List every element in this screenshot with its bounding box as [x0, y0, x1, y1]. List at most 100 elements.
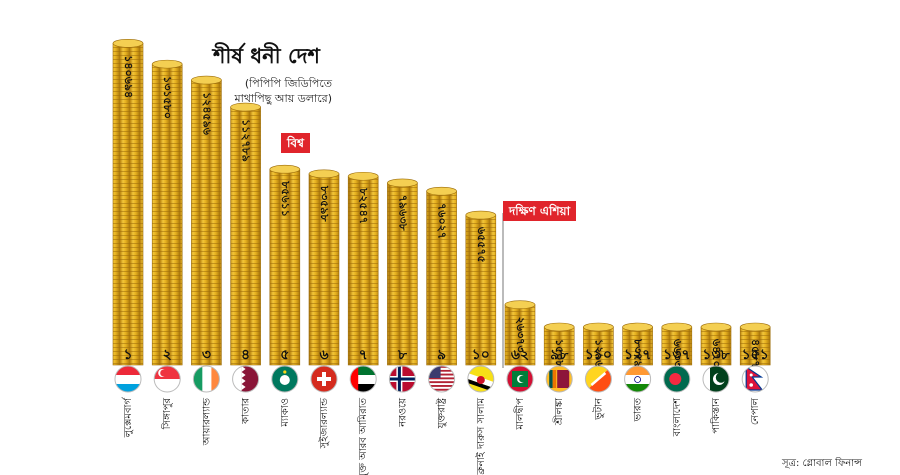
switzerland-flag-icon — [310, 365, 338, 393]
brunei-flag-icon — [467, 365, 495, 393]
coin-stack-body — [543, 326, 575, 366]
category-label: সংযুক্ত আরব আমিরাত — [357, 398, 369, 475]
coin-top — [426, 186, 457, 196]
coin-stack-body — [269, 168, 301, 366]
category-label: ব্রুনাই দারুস সালাম — [475, 398, 487, 475]
coin-stack-body — [739, 326, 771, 366]
ireland-flag-icon — [192, 365, 220, 393]
coin-stack-body — [387, 182, 418, 366]
rank-label: ১ — [123, 347, 132, 363]
value-label: ৮২৫৪৭ — [357, 187, 370, 224]
coin-stack-bar: ৮২৫৪৭ ৭ — [347, 171, 379, 366]
rank-label: ৫ — [280, 347, 289, 363]
coin-top — [308, 169, 340, 179]
group-tag-world: বিশ্ব — [281, 133, 310, 153]
uae-flag-icon — [349, 365, 377, 393]
value-label: ৮৫৬১১ — [279, 180, 292, 217]
value-label: ৭৯৬৩৮ — [396, 195, 409, 232]
value-label: ১২৪৫৯৬ — [200, 92, 213, 136]
value-label: ৬৪৭০ — [710, 339, 723, 368]
chart-subtitle: (পিপিপি জিডিপিতে মাথাপিছু আয় ডলারে) — [234, 77, 332, 105]
coin-top — [230, 102, 261, 112]
maldives-flag-icon — [506, 365, 534, 393]
coin-top — [465, 210, 497, 220]
category-label: ম্যাকাও — [280, 398, 291, 428]
group-tag-south-asia: দক্ষিণ এশিয়া — [503, 201, 577, 221]
value-label: ১৩১৫৮০ — [161, 76, 174, 119]
coin-stack-bar: ৭৬০২৭ ৯ — [426, 186, 457, 366]
usa-flag-icon — [428, 365, 456, 393]
coin-stack-body — [661, 326, 693, 366]
coin-top — [739, 322, 771, 332]
bars-layer: ১৪০৬৯৪ ১ ১৩১৫৮০ ২ ১২৪৫৯৬ ৩ ১১২৭৮৯ ৪ ৮৫৬১১ ৫ ৮৩৫৯৮ ৬… — [112, 38, 771, 376]
category-label: লুক্সেমবার্গ — [122, 397, 134, 439]
category-label: বাংলাদেশ — [672, 397, 683, 437]
coin-top — [583, 322, 614, 332]
category-label: নেপাল — [750, 397, 761, 425]
category-label: শ্রীলঙ্কা — [552, 397, 565, 426]
rank-label: ৯৮ — [550, 347, 569, 363]
category-label: ভুটান — [591, 397, 604, 421]
rank-label: ৯ — [437, 347, 446, 363]
value-label: ৭৬০২৭ — [436, 203, 449, 239]
value-label: ১৪০৬৯৪ — [122, 55, 135, 98]
qatar-flag-icon — [232, 365, 260, 393]
coin-stack-body — [583, 326, 614, 366]
value-label: ৮৩৫৯৮ — [318, 185, 331, 223]
category-label: যুক্তরাষ্ট্র — [436, 397, 448, 429]
coin-stack-body — [112, 42, 144, 366]
coin-top — [661, 322, 693, 332]
rank-label: ৮ — [397, 347, 408, 363]
pakistan-flag-icon — [702, 365, 730, 393]
bhutan-flag-icon — [584, 365, 612, 393]
coin-stack-body — [504, 304, 536, 366]
bangladesh-flag-icon — [663, 365, 691, 393]
rank-label: ১৫১ — [742, 347, 769, 363]
coin-stack-bar: ১৪০৬৯৪ ১ — [112, 38, 144, 366]
category-label: সিঙ্গাপুর — [161, 398, 173, 431]
value-label: ৪৫৮৭ — [749, 339, 762, 368]
value-label: ২৬৩৭৩ — [514, 317, 527, 353]
rank-label: ৩ — [202, 347, 211, 363]
category-label: আয়ারল্যান্ড — [201, 397, 212, 446]
coin-stack-bar: ১২৪৫৯৬ ৩ — [191, 75, 222, 366]
coin-stack-bar: ৭৯৬৩৮ ৮ — [387, 178, 418, 366]
coin-stack-bar: ৮৫৬১১ ৫ — [269, 164, 301, 366]
coin-stack-bar: ৮৩৫৯৮ ৬ — [308, 169, 340, 366]
coin-stack-body — [622, 326, 653, 366]
category-label: মালদ্বীপ — [513, 398, 526, 431]
coin-stack-bar: ১১২৭৮৯ ৪ — [230, 102, 261, 366]
category-label: পাকিস্তান — [710, 397, 722, 434]
coin-top — [622, 322, 653, 332]
coin-top — [543, 322, 575, 332]
source-note: সূত্র: গ্লোবাল ফিনান্স — [782, 458, 862, 469]
singapore-flag-icon — [153, 365, 181, 393]
coin-stack-body — [465, 214, 497, 366]
coin-top — [387, 178, 418, 188]
coin-stack-body — [308, 173, 340, 366]
rank-label: ১৩৭ — [663, 347, 690, 363]
coin-top — [191, 75, 222, 85]
rank-label: ১২৭ — [624, 347, 651, 363]
coin-stack-bar: ১৩১৫৮০ ২ — [151, 59, 183, 366]
rank-label: ১৩৮ — [702, 347, 730, 363]
rank-label: ৪ — [241, 347, 250, 363]
coin-top — [347, 171, 379, 181]
rank-label: ৭ — [359, 347, 368, 363]
category-label: সুইজারল্যান্ড — [318, 397, 330, 449]
coin-stack-body — [347, 175, 379, 366]
value-label: ১১২৭৮৯ — [240, 119, 253, 162]
india-flag-icon — [624, 365, 652, 393]
coin-top — [269, 164, 301, 174]
chart-title: শীর্ষ ধনী দেশ — [213, 43, 320, 68]
category-label: ভারত — [633, 398, 644, 423]
rank-label: ১০ — [472, 347, 490, 363]
macau-flag-icon — [271, 365, 299, 393]
category-label: কাতার — [241, 398, 252, 425]
coin-top — [504, 300, 536, 309]
value-label: ৮৩৭৯ — [632, 338, 645, 368]
